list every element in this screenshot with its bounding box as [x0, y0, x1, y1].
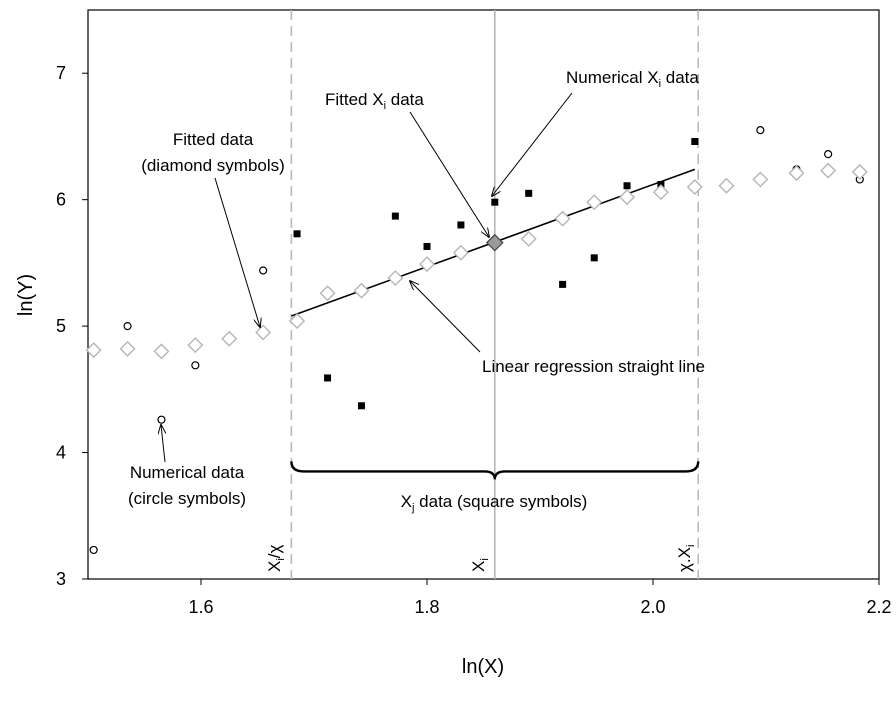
- arrow-regression: [410, 281, 481, 353]
- annotation-fitted-xi: Fitted Xi data: [325, 90, 424, 112]
- x-tick-label: 1.6: [188, 597, 213, 617]
- xj-data-point: [559, 280, 567, 288]
- plot-area: [87, 9, 880, 580]
- fitted-data-point: [718, 177, 735, 194]
- fitted-data-point: [419, 256, 435, 273]
- arrow-numerical-data: [161, 425, 165, 463]
- xj-data-point: [391, 212, 399, 220]
- numerical-data-point: [191, 361, 200, 370]
- x-tick-label: 2.2: [866, 597, 891, 617]
- fitted-data-point: [586, 194, 603, 211]
- fitted-data-point: [752, 171, 769, 188]
- fitted-data-point: [353, 282, 370, 299]
- vline-label-chi-xi: χ.Xi: [675, 545, 697, 572]
- arrow-numerical-xi: [492, 92, 573, 196]
- xj-data-point: [324, 374, 332, 382]
- fitted-data-point: [119, 340, 136, 357]
- vline-label-xi: Xi: [469, 558, 491, 572]
- x-tick-label: 2.0: [640, 597, 665, 617]
- x-tick-label: 1.8: [414, 597, 439, 617]
- y-tick-label: 7: [56, 63, 66, 83]
- annotation-fitted-data-line2: (diamond symbols): [141, 156, 285, 175]
- xj-data-point: [293, 230, 301, 238]
- axis-ticks: 1.6 1.8 2.0 2.2 3 4 5 6 7: [56, 63, 892, 617]
- numerical-data-point: [89, 545, 98, 555]
- y-axis-title: ln(Y): [15, 274, 37, 316]
- fitted-data-point: [520, 230, 537, 247]
- reference-lines: [290, 10, 700, 579]
- fitted-data-point: [289, 313, 306, 330]
- annotation-numerical-data-line2: (circle symbols): [128, 489, 246, 508]
- xj-data-point: [357, 402, 365, 410]
- xj-data-point: [457, 221, 465, 229]
- fitted-data-point: [153, 343, 170, 360]
- annotation-numerical-data-line1: Numerical data: [130, 463, 245, 482]
- data-points: [85, 126, 868, 555]
- numerical-data-point: [259, 266, 268, 275]
- fitted-data-point: [187, 337, 204, 354]
- fitted-data-point: [85, 342, 102, 359]
- y-tick-label: 3: [56, 569, 66, 589]
- xj-data-point: [491, 198, 499, 206]
- xj-data-point: [590, 254, 598, 262]
- fitted-data-point: [788, 165, 805, 182]
- fitted-data-point: [554, 210, 571, 227]
- annotation-xj-data: Xj data (square symbols): [401, 492, 588, 514]
- xj-data-point: [525, 189, 533, 197]
- fitted-data-point: [221, 330, 238, 347]
- fitted-xi-point: [485, 233, 504, 252]
- numerical-data-point: [157, 415, 166, 424]
- fitted-data-point: [387, 270, 404, 287]
- fitted-data-point: [820, 162, 837, 179]
- fitted-data-point: [619, 189, 635, 206]
- xj-data-point: [423, 242, 431, 250]
- vline-label-xi-over-chi: Xi/χ: [265, 544, 287, 572]
- arrow-fitted-data: [214, 177, 260, 327]
- y-tick-label: 4: [56, 443, 66, 463]
- annotation-regression: Linear regression straight line: [482, 357, 705, 376]
- fitted-data-point: [652, 184, 669, 201]
- numerical-data-point: [824, 150, 833, 159]
- fitted-data-point: [319, 285, 336, 302]
- annotation-numerical-xi: Numerical Xi data: [566, 68, 699, 90]
- xj-data-point: [691, 138, 699, 146]
- fitted-data-point: [686, 179, 703, 196]
- y-tick-label: 5: [56, 316, 66, 336]
- arrow-fitted-xi: [409, 111, 489, 237]
- xj-data-point: [623, 182, 631, 190]
- numerical-data-point: [123, 322, 132, 331]
- x-axis-title: ln(X): [462, 656, 504, 678]
- annotation-fitted-data-line1: Fitted data: [173, 130, 254, 149]
- numerical-data-point: [756, 126, 765, 135]
- y-tick-label: 6: [56, 190, 66, 210]
- fitted-data-point: [851, 163, 868, 180]
- fitted-data-point: [452, 244, 469, 261]
